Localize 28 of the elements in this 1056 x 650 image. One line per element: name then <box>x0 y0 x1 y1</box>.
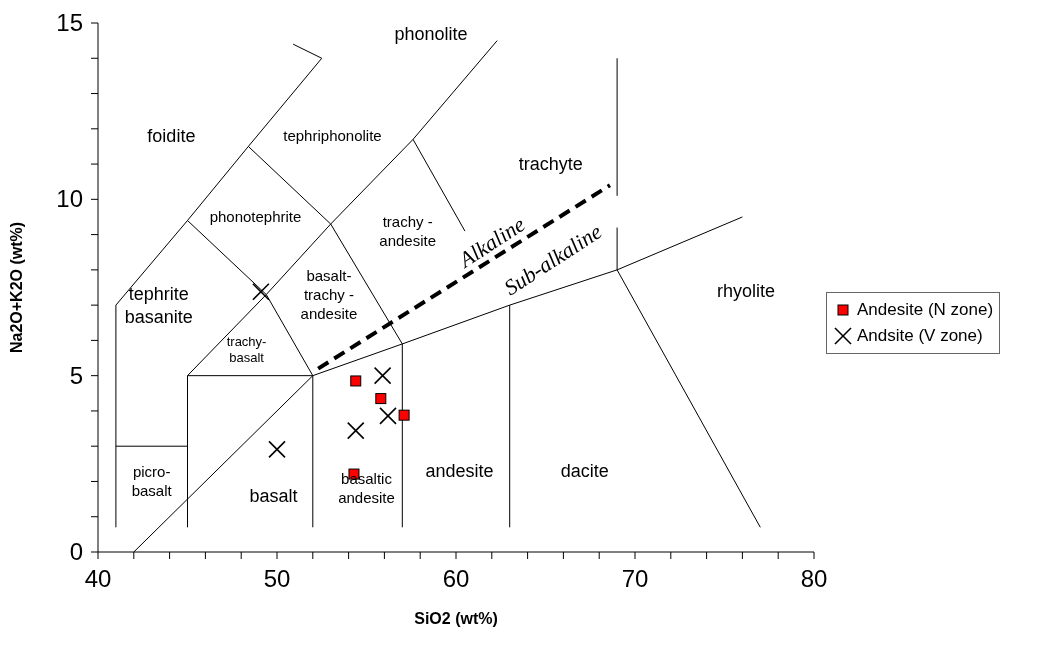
x-tick-label: 60 <box>442 565 470 592</box>
x-tick-label: 70 <box>621 565 649 592</box>
legend-label: Andsite (V zone) <box>857 325 983 347</box>
annotation: picro- basalt <box>131 463 173 500</box>
annotation: tephriphonolite <box>283 127 382 145</box>
annotation: trachyte <box>518 154 583 175</box>
x-tick-label: 50 <box>263 565 291 592</box>
annotation: rhyolite <box>716 281 775 302</box>
annotation: foidite <box>147 126 196 147</box>
annotation: basalt- trachy - andesite <box>300 267 358 322</box>
annotation: basaltic andesite <box>338 470 395 507</box>
annotation: basalt <box>249 485 298 506</box>
annotation: andesite <box>425 461 494 482</box>
y-tick-label: 5 <box>69 361 83 389</box>
y-tick-label: 0 <box>69 538 83 565</box>
legend-label: Andesite (N zone) <box>857 299 994 321</box>
annotation: phonotephrite <box>209 208 302 226</box>
annotation: tephrite basanite <box>124 284 193 327</box>
annotation: trachy - andesite <box>379 212 437 249</box>
x-axis-title: SiO2 (wt%) <box>414 610 498 627</box>
annotation: trachy- basalt <box>226 333 267 365</box>
x-tick-label: 80 <box>800 565 828 592</box>
annotation: dacite <box>560 461 609 482</box>
x-tick-label: 40 <box>84 565 112 592</box>
annotation: phonolite <box>394 23 468 44</box>
y-axis-title: Na2O+K2O (wt%) <box>7 221 25 354</box>
y-tick-label: 10 <box>56 185 83 213</box>
y-tick-label: 15 <box>56 9 83 36</box>
